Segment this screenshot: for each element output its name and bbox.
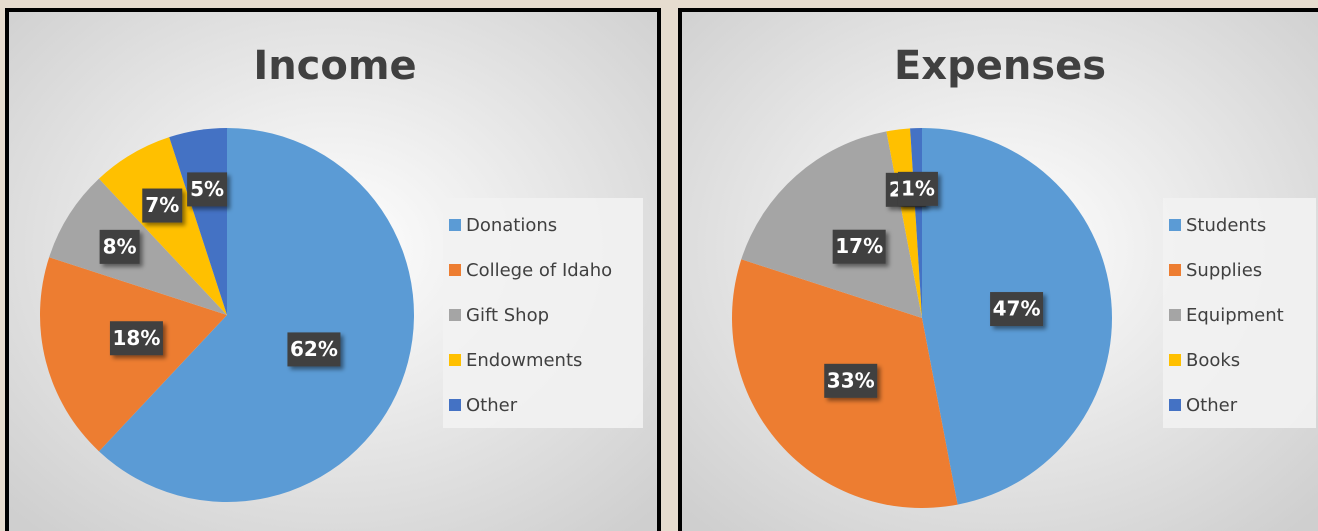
legend-swatch	[1169, 219, 1181, 231]
data-label: 33%	[827, 368, 875, 392]
data-label-box	[824, 363, 878, 398]
legend-label: College of Idaho	[466, 260, 612, 281]
legend-swatch	[449, 399, 461, 411]
legend-label: Endowments	[466, 350, 582, 371]
data-label-box	[897, 171, 938, 206]
legend-swatch	[449, 309, 461, 321]
legend-swatch	[1169, 399, 1181, 411]
legend-label: Equipment	[1186, 305, 1284, 326]
legend-label: Other	[1186, 395, 1238, 416]
data-label: 18%	[112, 326, 160, 350]
data-label-box	[187, 172, 228, 207]
data-label: 62%	[290, 337, 338, 361]
pie-slice	[741, 131, 922, 318]
pie-slice	[98, 137, 228, 315]
legend-swatch	[1169, 264, 1181, 276]
data-label-box	[287, 332, 341, 367]
legend	[1163, 198, 1316, 428]
legend-label: Supplies	[1186, 260, 1262, 281]
data-label-box	[990, 292, 1044, 327]
chart-title: Income	[253, 43, 416, 89]
data-label: 8%	[103, 234, 137, 258]
legend-label: Other	[466, 395, 518, 416]
legend-label: Students	[1186, 215, 1266, 236]
data-label-box	[109, 321, 163, 356]
legend-label: Donations	[466, 215, 557, 236]
chart-title: Expenses	[894, 43, 1106, 89]
legend-label: Gift Shop	[466, 305, 549, 326]
data-label: 1%	[901, 176, 935, 200]
legend-swatch	[1169, 309, 1181, 321]
legend-label: Books	[1186, 350, 1240, 371]
legend-swatch	[449, 219, 461, 231]
pie-slice	[98, 128, 415, 502]
legend-swatch	[449, 264, 461, 276]
data-label: 17%	[835, 234, 883, 258]
legend-swatch	[1169, 354, 1181, 366]
data-label-box	[99, 229, 140, 264]
data-label: 5%	[190, 177, 224, 201]
legend	[443, 198, 643, 428]
data-label: 7%	[145, 193, 179, 217]
data-label-box	[832, 229, 886, 264]
data-label: 47%	[993, 297, 1041, 321]
legend-swatch	[449, 354, 461, 366]
data-label-box	[142, 188, 183, 223]
